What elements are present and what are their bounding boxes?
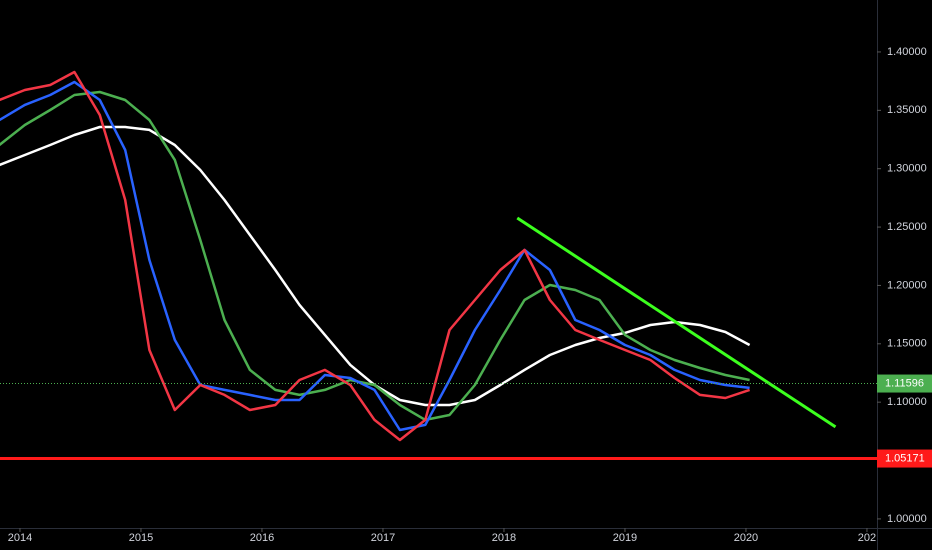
y-tick-label: 1.20000 [887,279,927,291]
price-label: 1.05171 [885,452,925,464]
price-label-box [877,449,932,468]
x-tick-label: 2020 [734,532,758,544]
price-label-box [877,374,932,393]
x-tick-label: 2016 [250,532,274,544]
moving-average-line [0,70,750,442]
y-tick-label: 1.30000 [887,163,927,175]
moving-average-line [0,80,750,432]
y-tick-label: 1.35000 [887,104,927,116]
x-tick-label: 2017 [371,532,395,544]
price-label: 1.11596 [885,377,924,389]
y-tick-label: 1.15000 [887,338,927,350]
x-tick-label: 2018 [492,532,516,544]
trend-line [516,216,837,429]
x-tick-label: 2015 [129,532,153,544]
x-tick-label: 202 [858,532,876,544]
y-tick-label: 1.25000 [887,221,927,233]
y-tick-label: 1.00000 [887,513,927,525]
moving-average-line [0,90,750,422]
x-tick-label: 2019 [613,532,637,544]
y-tick-label: 1.40000 [887,46,927,58]
x-tick-label: 2014 [8,532,32,544]
y-tick-label: 1.10000 [887,396,927,408]
